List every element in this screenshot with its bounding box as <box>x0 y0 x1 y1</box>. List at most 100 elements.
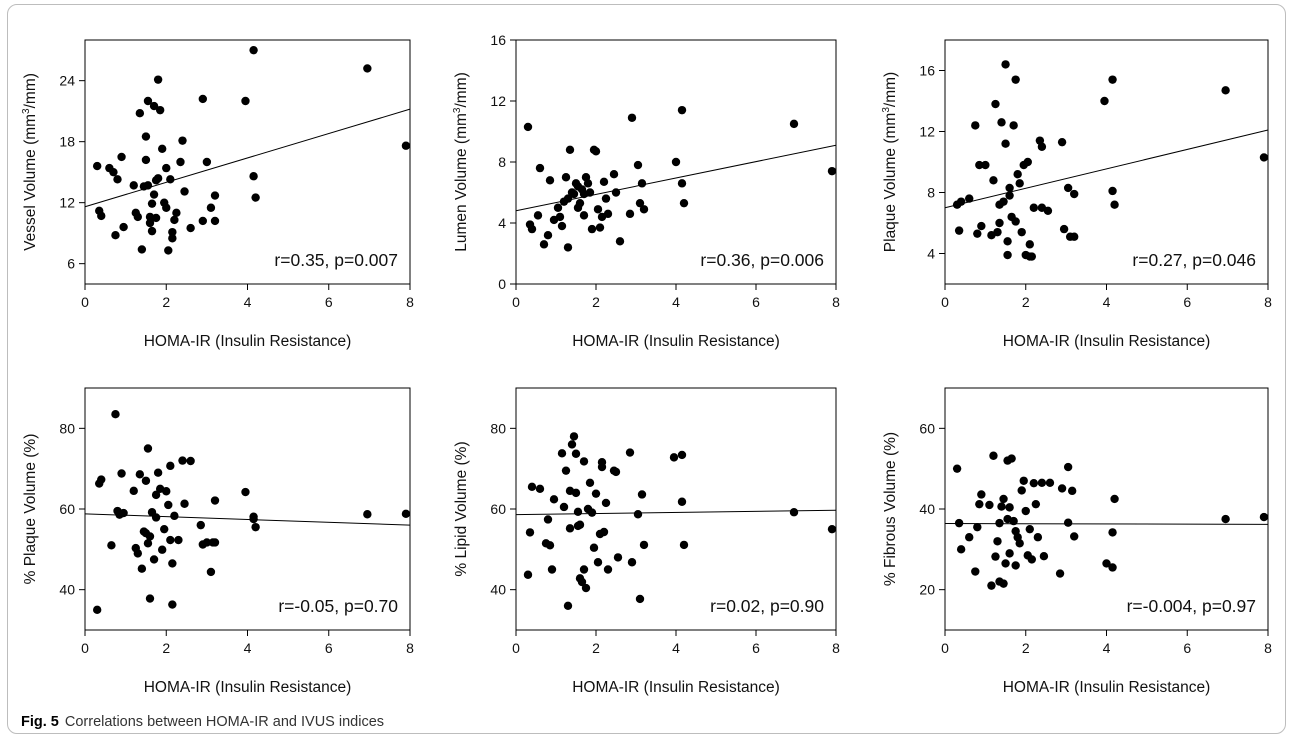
data-point <box>789 508 799 517</box>
data-point <box>135 109 145 118</box>
data-point <box>999 579 1008 588</box>
data-point <box>565 145 575 154</box>
data-point <box>97 211 106 221</box>
data-point <box>1070 189 1079 199</box>
data-point <box>1110 494 1119 504</box>
data-point <box>249 45 258 55</box>
data-point <box>141 155 151 165</box>
data-point <box>565 524 575 533</box>
data-point <box>157 545 167 554</box>
data-point <box>595 223 605 232</box>
data-point <box>1102 559 1111 568</box>
data-point <box>1007 454 1016 463</box>
data-point <box>975 160 984 170</box>
data-point <box>559 502 569 512</box>
data-point <box>166 535 175 545</box>
data-point <box>1221 86 1230 95</box>
y-axis-label-part: /mm) <box>22 73 39 108</box>
data-point <box>143 539 153 548</box>
data-point <box>973 229 982 238</box>
data-point <box>603 565 613 574</box>
data-point <box>1108 563 1117 572</box>
x-tick-label: 6 <box>325 640 333 656</box>
x-tick-label: 2 <box>162 294 170 310</box>
data-point <box>1055 569 1065 578</box>
data-point <box>109 167 118 177</box>
chart-panel-4: 0 2 4 6 8 40 60 80 HOMA-IR (Insulin Resistance)%… <box>22 387 414 696</box>
data-point <box>581 583 591 593</box>
data-point <box>585 478 595 487</box>
y-tick-label: 16 <box>919 63 935 79</box>
data-point <box>995 518 1004 528</box>
y-tick-label: 16 <box>490 32 506 48</box>
data-point <box>1005 191 1014 200</box>
data-point <box>149 101 159 111</box>
x-tick-label: 8 <box>406 640 414 656</box>
data-point <box>1063 183 1073 193</box>
data-point <box>993 537 1002 546</box>
data-point <box>151 513 161 522</box>
data-point <box>1001 559 1010 568</box>
data-point <box>543 231 553 240</box>
data-point <box>965 533 974 542</box>
data-point <box>198 216 208 226</box>
chart-panel-6: 0 2 4 6 8 20 40 60 HOMA-IR (Insulin Resistance)%… <box>882 387 1272 696</box>
data-point <box>987 581 996 590</box>
data-point <box>609 170 619 179</box>
data-point <box>1059 224 1069 234</box>
regression-line <box>944 129 1269 209</box>
data-point <box>677 105 687 115</box>
data-point <box>1259 512 1269 522</box>
y-tick-label: 6 <box>67 256 75 272</box>
data-point <box>170 511 179 521</box>
data-point <box>249 172 258 181</box>
data-point <box>543 515 553 524</box>
data-point <box>583 179 593 188</box>
data-point <box>401 509 411 519</box>
data-point <box>611 188 621 197</box>
plot-area <box>84 387 411 631</box>
data-point <box>206 203 216 212</box>
data-point <box>1025 240 1034 249</box>
data-point <box>1015 539 1024 548</box>
data-point <box>129 181 138 190</box>
correlation-annotation: r=0.36, p=0.006 <box>700 250 824 270</box>
data-point <box>956 545 966 554</box>
data-point <box>107 541 116 550</box>
data-point <box>1063 518 1073 527</box>
data-point <box>162 203 171 212</box>
y-axis-label: Plaque Volume (mm3/mm) <box>881 72 899 252</box>
y-axis-label-part: % Plaque Volume (%) <box>22 434 39 585</box>
data-point <box>523 570 533 579</box>
data-point <box>1039 551 1049 561</box>
data-point <box>1011 217 1020 226</box>
correlation-annotation: r=0.35, p=0.007 <box>274 250 398 270</box>
data-point <box>117 469 126 478</box>
data-point <box>527 482 537 492</box>
data-point <box>989 176 998 185</box>
data-point <box>1067 486 1077 496</box>
data-point <box>1009 121 1018 130</box>
data-point <box>571 449 581 458</box>
data-point <box>523 122 533 132</box>
data-point <box>1108 528 1117 537</box>
data-point <box>557 221 567 231</box>
x-tick-label: 0 <box>941 294 949 310</box>
data-point <box>1043 206 1053 215</box>
data-point <box>555 212 565 222</box>
y-axis-label-part: 3 <box>21 108 32 114</box>
data-point <box>202 157 212 167</box>
data-point <box>133 212 143 222</box>
x-tick-label: 8 <box>832 640 840 656</box>
x-tick-label: 2 <box>162 640 170 656</box>
data-point <box>637 179 647 188</box>
data-point <box>141 132 151 141</box>
data-point <box>625 448 635 457</box>
data-point <box>677 497 687 506</box>
data-point <box>593 205 603 214</box>
data-point <box>176 157 185 167</box>
data-point <box>143 444 153 453</box>
y-axis-label: Vessel Volume (mm3/mm) <box>21 73 39 251</box>
data-point <box>577 577 587 587</box>
